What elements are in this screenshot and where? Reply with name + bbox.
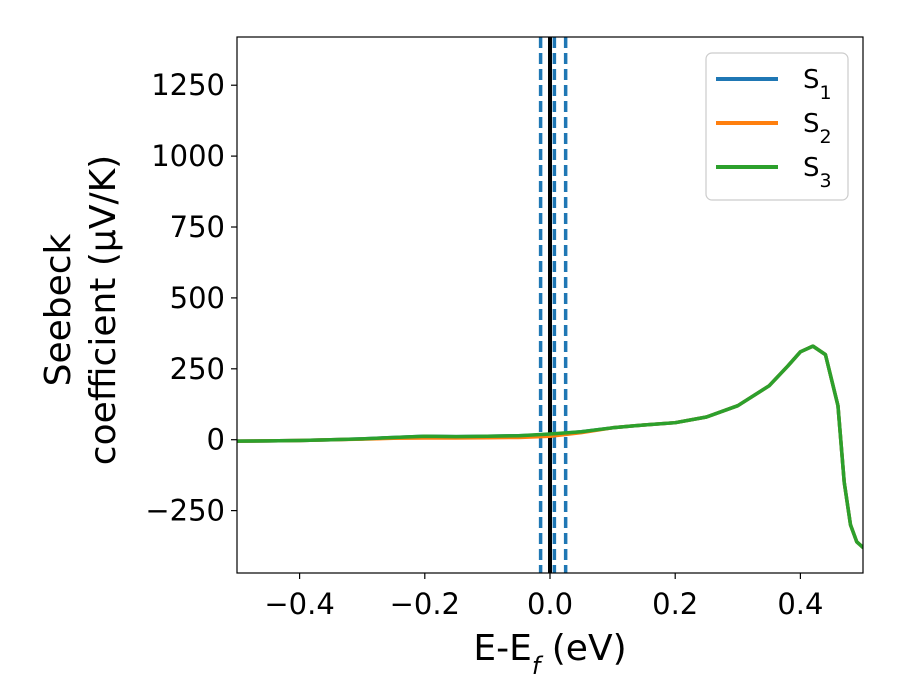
plot-area	[237, 37, 863, 573]
legend-frame	[705, 52, 849, 201]
y-tick-label: 250	[170, 352, 225, 386]
x-tick-label: 0.0	[527, 587, 573, 621]
x-tick-label: −0.4	[264, 587, 334, 621]
x-tick-label: 0.4	[777, 587, 823, 621]
y-axis-title-line2: coefficient (μV/K)	[83, 155, 124, 465]
y-tick-label: 750	[170, 210, 225, 244]
y-tick-label: 1000	[151, 139, 225, 173]
y-tick-label: 1250	[151, 68, 225, 102]
x-axis-title: E-Ef (eV)	[473, 628, 626, 680]
legend-label-s1: S1	[803, 65, 832, 104]
y-axis-title-line1: Seebeck	[38, 233, 79, 386]
y-axis-title: Seebeck coefficient (μV/K)	[38, 155, 124, 465]
legend-label-s3: S3	[803, 153, 832, 192]
legend-label-s2: S2	[803, 109, 832, 148]
x-tick-label: 0.2	[652, 587, 698, 621]
y-tick-label: 0	[207, 423, 225, 457]
x-tick-label: −0.2	[390, 587, 460, 621]
series-line-s3	[237, 344, 863, 550]
legend: S1 S2 S3	[705, 52, 849, 201]
y-tick-label: 500	[170, 281, 225, 315]
y-tick-label: −250	[145, 494, 225, 528]
